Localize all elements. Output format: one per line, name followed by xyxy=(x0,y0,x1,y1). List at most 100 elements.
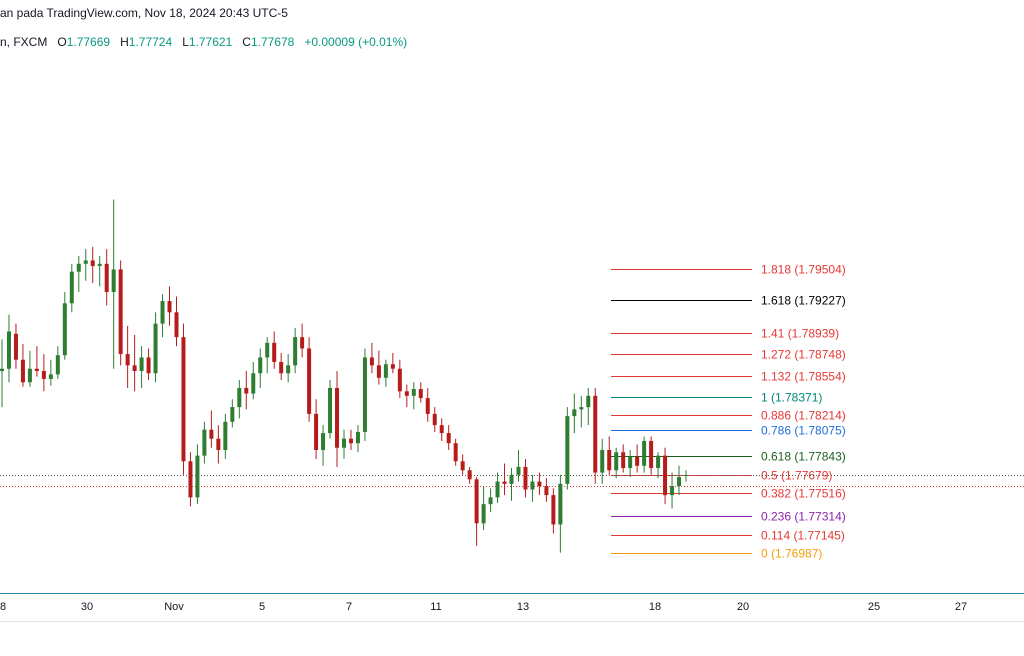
candle-body xyxy=(544,486,549,496)
candle xyxy=(237,380,242,419)
candle xyxy=(404,384,409,408)
candle xyxy=(656,452,661,479)
candle-body xyxy=(209,429,214,439)
close-value: 1.77678 xyxy=(250,35,295,49)
candle xyxy=(83,249,88,281)
candle-body xyxy=(83,260,88,264)
high-value: 1.77724 xyxy=(128,35,173,49)
candle-body xyxy=(27,368,32,383)
candle xyxy=(132,334,137,392)
candle-body xyxy=(230,407,235,422)
x-tick-label: 30 xyxy=(81,601,93,613)
candle xyxy=(48,359,53,386)
candle-body xyxy=(62,303,67,356)
candle xyxy=(586,387,591,426)
candle xyxy=(279,352,284,381)
fibonacci-retracement[interactable]: 1.818 (1.79504) 1.618 (1.79227) 1.41 (1.78… xyxy=(0,263,1024,561)
candle-body xyxy=(111,269,116,293)
candle xyxy=(425,387,430,422)
candle-body xyxy=(663,455,668,496)
candle xyxy=(677,465,682,496)
candle xyxy=(502,463,507,496)
candle-body xyxy=(321,433,326,450)
candle xyxy=(383,359,388,387)
candle xyxy=(530,474,535,502)
candle xyxy=(488,488,493,513)
candle-body xyxy=(335,387,340,448)
candle xyxy=(335,371,340,467)
ohlc-legend: n, FXCM O1.77669 H1.77724 L1.77621 C1.77… xyxy=(0,35,407,49)
candle xyxy=(20,343,25,387)
candle-body xyxy=(90,260,95,267)
candlestick-series xyxy=(0,199,688,553)
candle xyxy=(34,346,39,377)
candle xyxy=(41,354,46,392)
x-tick-label: 18 xyxy=(649,601,661,613)
candle-body xyxy=(195,455,200,498)
x-tick-label: 5 xyxy=(259,601,265,613)
candle xyxy=(125,325,130,388)
candle-body xyxy=(621,452,626,469)
candle xyxy=(223,413,228,460)
candle xyxy=(460,454,465,475)
fib-level-label: 0 (1.76987) xyxy=(761,547,822,561)
fib-level-label: 1.618 (1.79227) xyxy=(761,294,846,308)
candle-body xyxy=(376,365,381,378)
open-label: O xyxy=(57,35,67,49)
candle xyxy=(523,459,528,498)
low-value: 1.77621 xyxy=(188,35,233,49)
candle xyxy=(544,478,549,502)
candle xyxy=(474,477,479,546)
symbol-exchange: n, FXCM xyxy=(0,35,48,49)
candle-body xyxy=(495,481,500,498)
candle xyxy=(195,444,200,505)
candle xyxy=(593,387,598,484)
candle xyxy=(104,249,109,306)
candle xyxy=(188,452,193,507)
candle-body xyxy=(642,440,647,466)
candle-body xyxy=(342,438,346,448)
candle xyxy=(314,399,319,460)
candle xyxy=(362,348,367,441)
candle xyxy=(495,472,500,504)
candle xyxy=(369,342,374,374)
candle xyxy=(607,436,612,475)
candle-body xyxy=(397,368,402,392)
candle-body xyxy=(481,504,486,524)
candle-body xyxy=(146,357,151,374)
candle xyxy=(69,263,74,313)
candle xyxy=(439,418,444,441)
candle xyxy=(300,323,305,358)
change-value: +0.00009 (+0.01%) xyxy=(304,35,408,49)
candle xyxy=(684,470,688,482)
candle-body xyxy=(41,371,46,379)
candle-body xyxy=(125,354,130,366)
fib-level-label: 0.886 (1.78214) xyxy=(761,409,846,423)
candle-body xyxy=(460,461,465,471)
candle xyxy=(27,350,32,387)
candle xyxy=(202,421,207,464)
candle-body xyxy=(76,263,81,272)
candle xyxy=(565,407,570,490)
candle-body xyxy=(181,337,186,462)
candle xyxy=(670,472,675,509)
candle xyxy=(355,425,360,453)
x-tick-label: 11 xyxy=(430,601,441,613)
candle xyxy=(111,199,116,369)
candle-body xyxy=(684,475,688,477)
candle-body xyxy=(139,357,144,372)
time-axis[interactable]: 8 30 Nov 5 7 11 13 18 20 25 27 xyxy=(0,593,1024,622)
candle xyxy=(174,296,179,347)
candle xyxy=(446,425,451,450)
candle-body xyxy=(383,364,388,378)
candle xyxy=(146,348,151,381)
candle xyxy=(348,429,353,450)
candle xyxy=(663,447,668,505)
candle-body xyxy=(649,440,654,469)
candle-body xyxy=(160,301,165,324)
candle xyxy=(411,382,416,410)
candle-body xyxy=(348,438,353,444)
candle xyxy=(230,399,235,428)
candle-body xyxy=(614,452,619,471)
